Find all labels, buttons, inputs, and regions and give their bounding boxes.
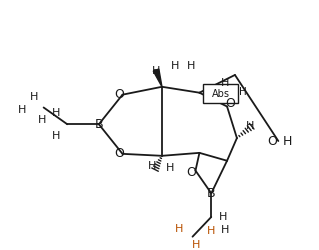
Text: H: H: [186, 61, 195, 71]
FancyBboxPatch shape: [203, 84, 238, 103]
Text: H: H: [152, 66, 160, 76]
Text: H: H: [148, 161, 156, 171]
Text: Abs: Abs: [211, 89, 230, 99]
Text: H: H: [174, 224, 183, 234]
Text: H: H: [239, 87, 247, 97]
Text: H: H: [18, 106, 26, 116]
Text: B: B: [207, 187, 216, 200]
Polygon shape: [153, 69, 162, 87]
Text: H: H: [221, 78, 229, 88]
Text: H: H: [207, 226, 215, 236]
Text: H: H: [221, 225, 229, 235]
Text: H: H: [52, 108, 61, 118]
Text: H: H: [219, 212, 227, 222]
Text: O: O: [267, 134, 277, 147]
Text: O: O: [115, 147, 124, 160]
Text: B: B: [94, 118, 103, 131]
Text: H: H: [52, 131, 61, 141]
Text: H: H: [192, 240, 201, 250]
Text: O: O: [225, 97, 235, 110]
Text: H: H: [171, 61, 179, 71]
Text: O: O: [115, 88, 124, 101]
Text: H: H: [246, 121, 254, 131]
Text: H: H: [30, 92, 38, 102]
Text: H: H: [37, 115, 46, 125]
Text: H: H: [283, 134, 292, 147]
Text: O: O: [187, 166, 197, 179]
Text: H: H: [166, 163, 174, 173]
